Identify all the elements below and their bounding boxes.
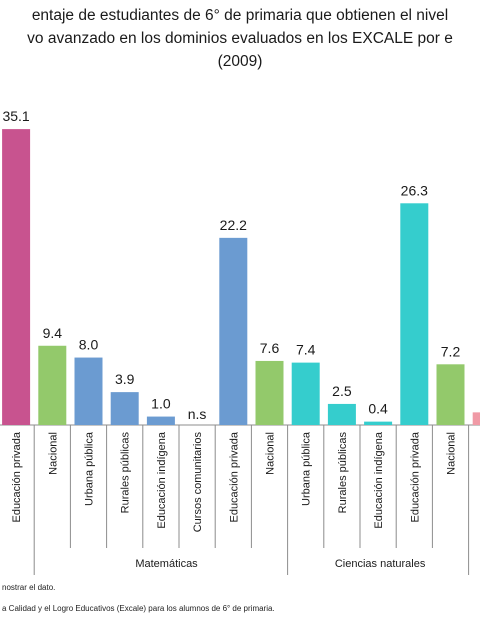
- chart-title: entaje de estudiantes de 6° de primaria …: [0, 4, 480, 73]
- group-label: Matemáticas: [135, 558, 198, 570]
- bar: [472, 412, 480, 425]
- bar: [400, 203, 429, 425]
- bar: [255, 360, 284, 425]
- category-label: Educación privada: [11, 431, 23, 522]
- bar-value-label: 2.5: [332, 383, 352, 399]
- category-label: Urbana pública: [84, 431, 96, 506]
- category-label: Educación privada: [228, 431, 240, 522]
- footnote-1: nostrar el dato.: [2, 583, 56, 592]
- bar: [327, 403, 356, 425]
- chart-title-line-3: (2009): [217, 53, 263, 70]
- chart-title-line-1: entaje de estudiantes de 6° de primaria …: [31, 7, 449, 24]
- category-label: Rurales públicas: [120, 432, 132, 514]
- bar: [38, 345, 67, 425]
- bar-value-label: 35.1: [2, 108, 29, 124]
- bar-value-label: 22.2: [220, 217, 247, 233]
- bar-value-label: 7.4: [296, 342, 316, 358]
- category-label: Educación indígena: [373, 431, 385, 529]
- bar-value-label: 26.3: [401, 182, 428, 198]
- group-label: Ciencias naturales: [335, 558, 426, 570]
- footnote-2: a Calidad y el Logro Educativos (Excale)…: [2, 604, 275, 613]
- bar-value-label: 7.6: [260, 340, 280, 356]
- bar-value-label: n.s: [188, 406, 207, 422]
- bar-value-label: 0.4: [368, 401, 388, 417]
- bar: [110, 392, 139, 425]
- category-label: Urbana pública: [301, 431, 313, 506]
- category-label: Cursos comunitarios: [192, 432, 204, 533]
- bar-value-label: 7.2: [441, 343, 461, 359]
- category-label: Educación indígena: [156, 431, 168, 529]
- bar-value-label: 1.0: [151, 396, 171, 412]
- category-label: Nacional: [265, 432, 277, 475]
- bar: [436, 364, 465, 425]
- bar-value-label: 8.0: [79, 337, 99, 353]
- bar-value-label: 3.9: [115, 371, 135, 387]
- bar: [146, 416, 175, 425]
- category-label: Nacional: [446, 432, 458, 475]
- bar: [364, 421, 393, 425]
- bar: [74, 357, 103, 425]
- bar: [291, 362, 320, 425]
- category-label: Rurales públicas: [337, 432, 349, 514]
- category-label: Educación privada: [409, 431, 421, 522]
- bar: [219, 237, 248, 425]
- bar: [2, 129, 31, 425]
- chart-title-line-2: vo avanzado en los dominios evaluados en…: [27, 30, 453, 47]
- category-label: Nacional: [47, 432, 59, 475]
- bar-value-label: 9.4: [43, 325, 63, 341]
